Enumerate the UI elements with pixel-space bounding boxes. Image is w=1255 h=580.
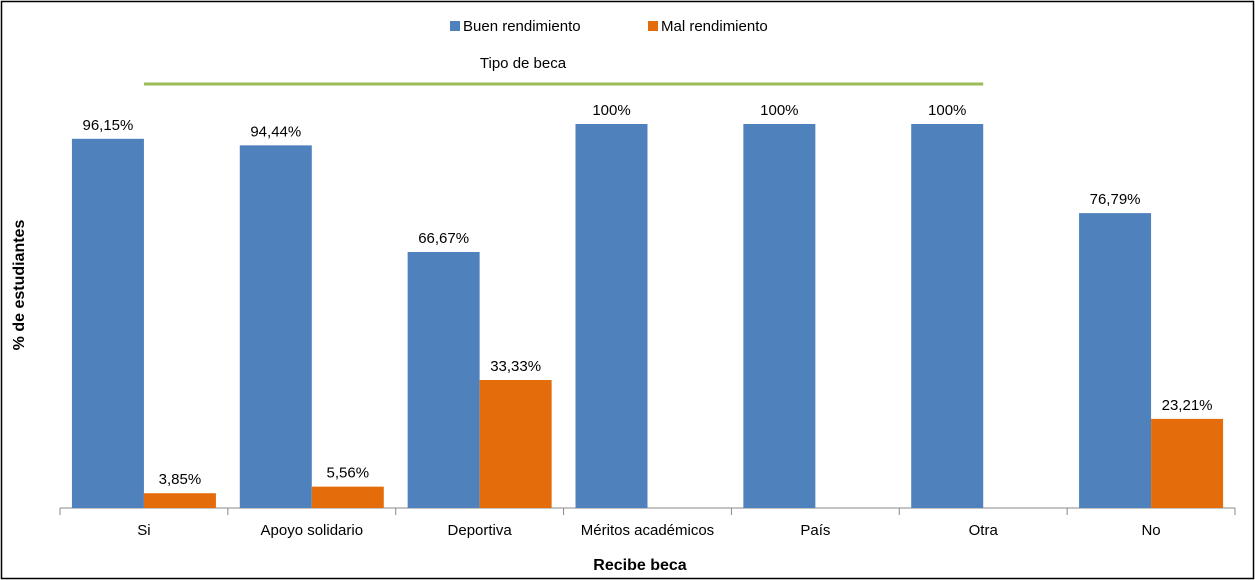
data-label: 3,85% — [159, 471, 202, 488]
bar — [1079, 213, 1152, 508]
legend-swatch — [450, 21, 460, 31]
y-axis-title: % de estudiantes — [11, 220, 28, 351]
x-tick-label: Otra — [969, 522, 999, 539]
data-label: 100% — [592, 102, 630, 119]
data-label: 33,33% — [490, 358, 541, 375]
data-label: 76,79% — [1090, 191, 1141, 208]
x-tick-label: Apoyo solidario — [261, 522, 364, 539]
data-label: 100% — [928, 102, 966, 119]
x-tick-label: No — [1141, 522, 1160, 539]
bar — [143, 493, 216, 508]
bar — [71, 138, 144, 508]
legend-label: Mal rendimiento — [661, 18, 768, 35]
bar — [743, 124, 816, 508]
x-tick-label: Deportiva — [448, 522, 513, 539]
bar — [911, 124, 984, 508]
data-label: 100% — [760, 102, 798, 119]
x-tick-label: Méritos académicos — [581, 522, 714, 539]
bar — [407, 251, 480, 509]
x-tick-label: Si — [137, 522, 150, 539]
legend-label: Buen rendimiento — [463, 18, 581, 35]
legend-swatch — [648, 21, 658, 31]
bar — [575, 124, 648, 508]
bar — [311, 486, 384, 508]
x-tick-label: País — [800, 522, 830, 539]
data-label: 94,44% — [250, 123, 301, 140]
data-label: 5,56% — [327, 465, 370, 482]
bar — [239, 145, 312, 508]
x-axis-title: Recibe beca — [593, 557, 686, 574]
bar — [1151, 418, 1224, 508]
data-label: 66,67% — [418, 230, 469, 247]
bar — [479, 380, 552, 508]
data-label: 23,21% — [1162, 397, 1213, 414]
data-label: 96,15% — [82, 117, 133, 134]
annotation: Tipo de beca — [480, 55, 567, 72]
